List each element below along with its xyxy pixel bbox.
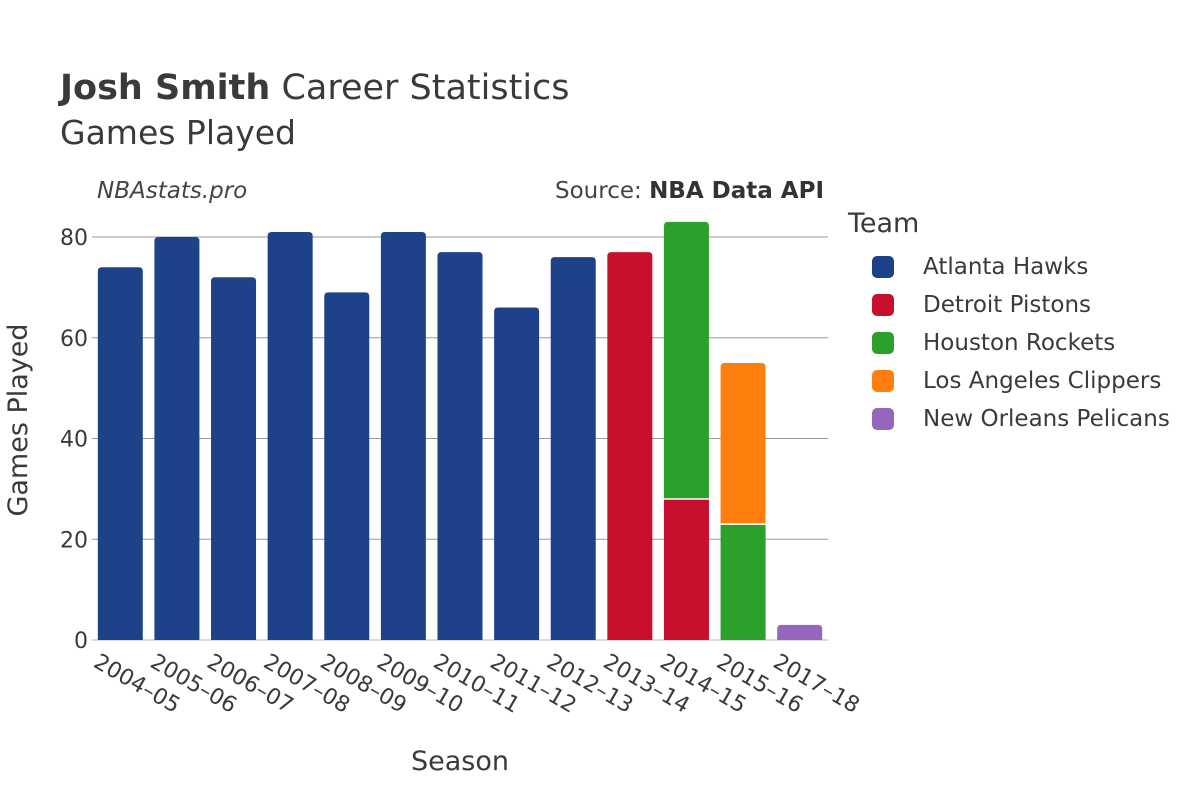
source-prefix: Source: xyxy=(555,178,650,204)
y-tick-labels: 0 20 40 60 80 xyxy=(60,226,88,654)
title-suffix: Career Statistics xyxy=(270,68,570,108)
bar-segment[interactable] xyxy=(663,221,709,499)
bar-segment[interactable] xyxy=(494,307,540,640)
y-tick-label: 0 xyxy=(74,629,88,654)
y-tick-label: 20 xyxy=(60,528,88,553)
legend-swatch xyxy=(872,294,894,316)
legend: Team Atlanta Hawks Detroit Pistons Houston… xyxy=(848,208,1170,438)
legend-swatch xyxy=(872,408,894,430)
bar-segment[interactable] xyxy=(437,252,483,641)
bar-segment[interactable] xyxy=(154,237,200,640)
legend-label: Houston Rockets xyxy=(923,330,1116,356)
y-tick-label: 60 xyxy=(60,327,88,352)
legend-item[interactable]: Houston Rockets xyxy=(848,324,1170,362)
legend-swatch xyxy=(872,256,894,278)
bar-segment[interactable] xyxy=(324,292,370,640)
legend-label: New Orleans Pelicans xyxy=(923,406,1170,432)
bar-segment[interactable] xyxy=(380,231,426,640)
y-axis-label: Games Played xyxy=(3,323,34,516)
bar-segment[interactable] xyxy=(720,362,766,525)
x-axis-label: Season xyxy=(411,746,509,777)
legend-items: Atlanta Hawks Detroit Pistons Houston Rock… xyxy=(848,248,1170,438)
bar-segment[interactable] xyxy=(663,498,709,640)
legend-item[interactable]: Atlanta Hawks xyxy=(848,248,1170,286)
y-tick-label: 80 xyxy=(60,226,88,251)
y-tick-label: 40 xyxy=(60,428,88,453)
bar-segment[interactable] xyxy=(777,624,823,640)
legend-item[interactable]: Detroit Pistons xyxy=(848,286,1170,324)
chart-subtitle: Games Played xyxy=(60,113,296,152)
player-name: Josh Smith xyxy=(60,68,271,108)
bar-segment[interactable] xyxy=(211,277,257,640)
legend-item[interactable]: New Orleans Pelicans xyxy=(848,400,1170,438)
legend-label: Los Angeles Clippers xyxy=(923,368,1162,394)
legend-label: Detroit Pistons xyxy=(923,292,1092,318)
chart-title: Josh Smith Career Statistics xyxy=(60,68,570,108)
x-tick-labels: 2004–052005–062006–072007–082008–092009–… xyxy=(89,650,863,719)
legend-label: Atlanta Hawks xyxy=(923,254,1089,280)
source-credit: Source: NBA Data API xyxy=(555,178,824,204)
legend-item[interactable]: Los Angeles Clippers xyxy=(848,362,1170,400)
bar-segment[interactable] xyxy=(267,231,313,640)
bar-segment[interactable] xyxy=(550,257,596,640)
bar-segment[interactable] xyxy=(607,252,653,641)
source-name: NBA Data API xyxy=(649,178,824,204)
watermark: NBAstats.pro xyxy=(97,178,248,204)
legend-swatch xyxy=(872,332,894,354)
legend-title: Team xyxy=(848,208,920,239)
legend-swatch xyxy=(872,370,894,392)
bars xyxy=(97,221,823,641)
bar-segment[interactable] xyxy=(720,524,766,640)
bar-segment[interactable] xyxy=(97,267,143,640)
